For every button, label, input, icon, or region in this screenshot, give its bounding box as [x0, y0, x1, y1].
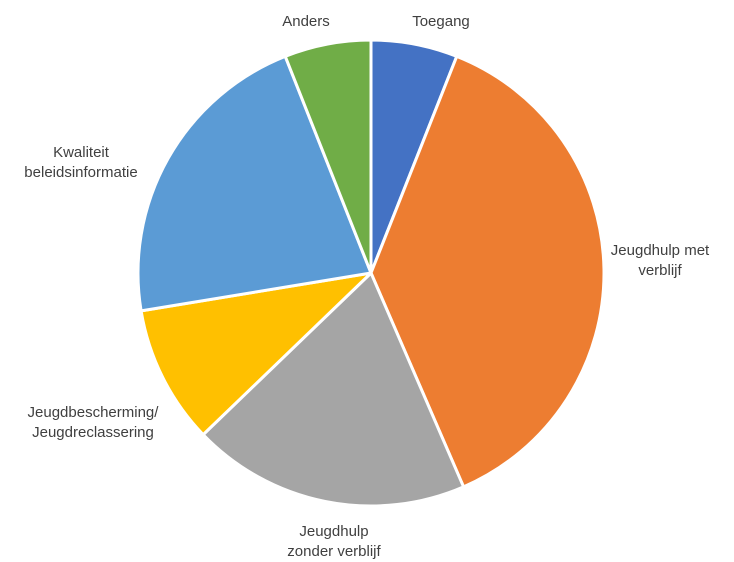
- pie-slice-4: [136, 54, 373, 313]
- slice-label-line: Jeugdreclassering: [32, 424, 154, 441]
- pie-slice-5: [283, 38, 373, 275]
- slice-label-4: Kwaliteit beleidsinformatie: [24, 144, 137, 181]
- slice-label-line: Jeugdbescherming/: [28, 404, 160, 421]
- slice-label-1: Jeugdhulp met verblijf: [611, 242, 710, 279]
- slice-label-line: Jeugdhulp met: [611, 242, 710, 259]
- slice-label-3: Jeugdbescherming/Jeugdreclassering: [28, 404, 160, 441]
- slice-label-line: Toegang: [412, 13, 470, 30]
- pie-labels: Toegang Jeugdhulp met verblijf Jeugdhulp zon…: [24, 13, 710, 560]
- slice-label-2: Jeugdhulp zonder verblijf: [287, 523, 381, 560]
- pie-slices: [136, 38, 606, 508]
- slice-label-line: Jeugdhulp: [299, 523, 368, 540]
- slice-label-5: Anders: [282, 13, 330, 30]
- slice-label-0: Toegang: [412, 13, 470, 30]
- pie-slice-2: [201, 271, 466, 508]
- slice-label-line: Kwaliteit: [53, 144, 110, 161]
- slice-label-line: zonder verblijf: [287, 543, 381, 560]
- slice-label-line: Anders: [282, 13, 330, 30]
- slice-label-line: beleidsinformatie: [24, 164, 137, 181]
- slice-label-line: verblijf: [638, 262, 682, 279]
- pie-slice-1: [369, 54, 606, 489]
- pie-slice-3: [139, 271, 373, 437]
